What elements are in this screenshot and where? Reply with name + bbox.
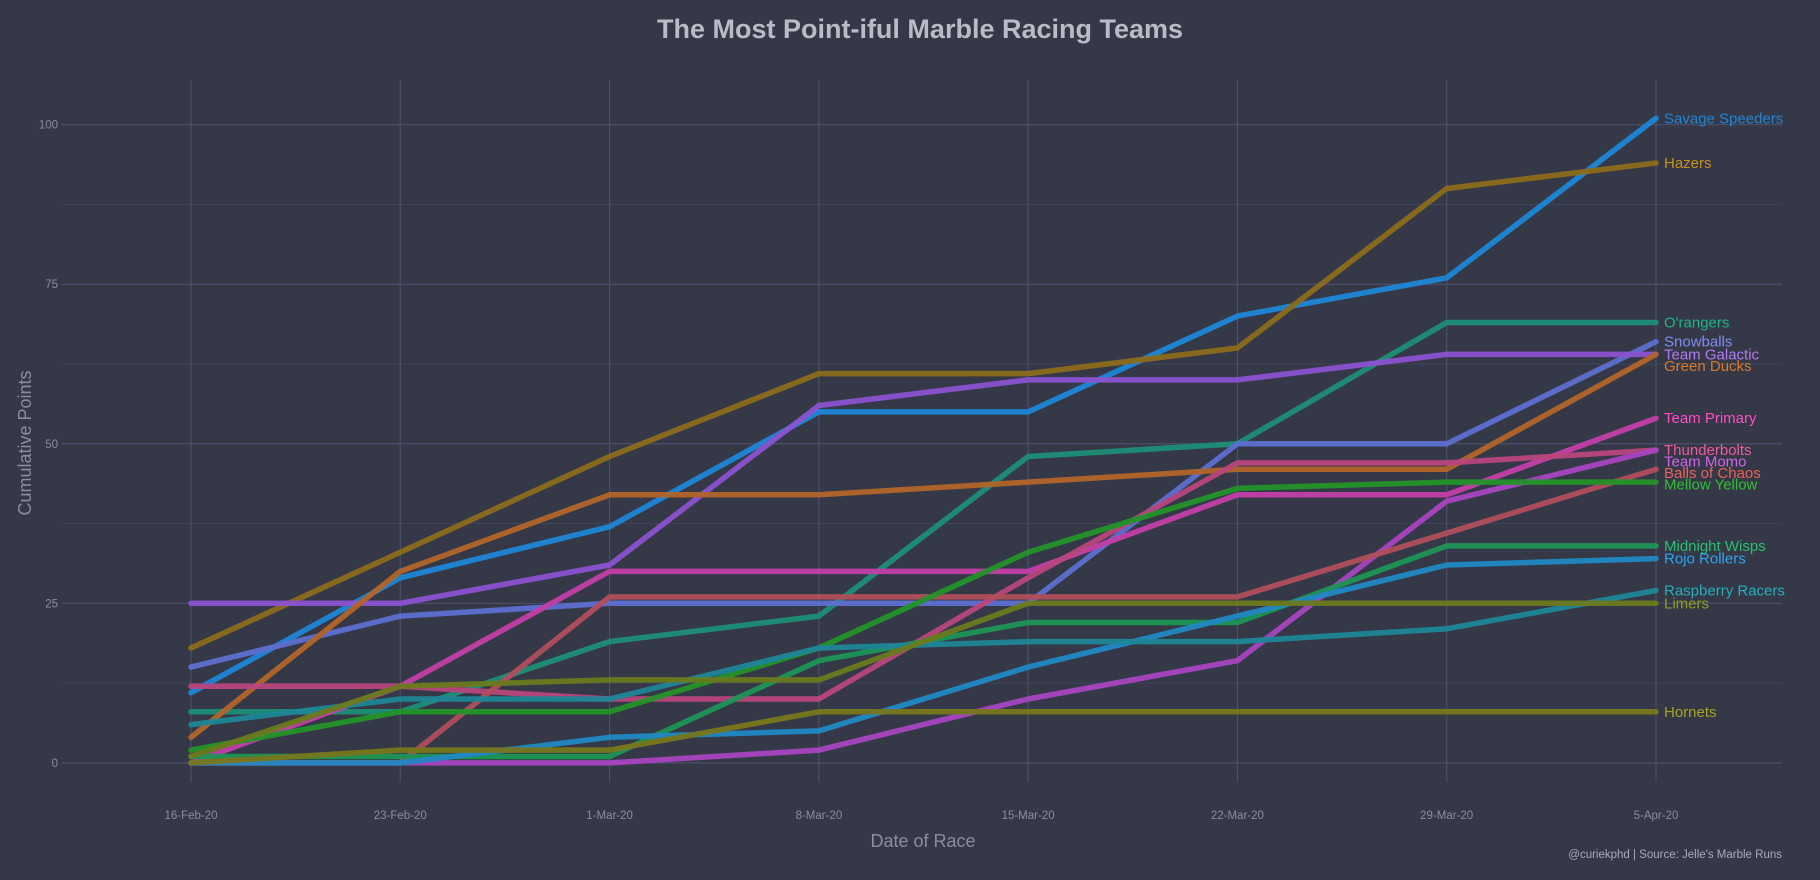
x-axis-label: Date of Race [870, 831, 975, 851]
source-caption: @curiekphd | Source: Jelle's Marble Runs [1568, 849, 1782, 861]
x-tick-label: 23-Feb-20 [374, 810, 427, 822]
x-tick-label: 29-Mar-20 [1420, 810, 1473, 822]
y-tick-labels: 0 25 50 75 100 [39, 120, 58, 770]
series-line-hornets [188, 709, 1659, 766]
series-label-thunderbolts: Thunderbolts [1664, 442, 1752, 459]
series-line-raspberry-racers [188, 587, 1659, 728]
series-labels: Savage SpeedersHazersO'rangersSnowballsT… [1664, 110, 1785, 721]
series-line-balls-of-chaos [188, 466, 1659, 766]
x-tick-label: 5-Apr-20 [1634, 810, 1679, 822]
y-tick-label: 75 [45, 279, 58, 291]
chart-title: The Most Point-iful Marble Racing Teams [657, 14, 1183, 44]
series-label-hazers: Hazers [1664, 155, 1712, 172]
series-label-limers: Limers [1664, 595, 1709, 612]
x-tick-labels: 16-Feb-20 23-Feb-20 1-Mar-20 8-Mar-20 15-Mar… [164, 810, 1678, 822]
x-tick-label: 16-Feb-20 [164, 810, 217, 822]
series-label-team-primary: Team Primary [1664, 410, 1757, 427]
y-axis-label: Cumulative Points [15, 370, 35, 515]
x-tick-label: 1-Mar-20 [586, 810, 633, 822]
series-label-snowballs: Snowballs [1664, 334, 1732, 351]
series-line-team-primary [188, 415, 1659, 766]
series-line-savage-speeders [188, 115, 1659, 696]
y-tick-label: 50 [45, 439, 58, 451]
series-label-raspberry-racers: Raspberry Racers [1664, 583, 1785, 600]
x-tick-label: 22-Mar-20 [1211, 810, 1264, 822]
series-line-mellow-yellow [188, 479, 1659, 753]
series-label-team-momo: Team Momo [1664, 454, 1747, 471]
series-label-o-rangers: O'rangers [1664, 315, 1729, 332]
series-label-rojo-rollers: Rojo Rollers [1664, 551, 1746, 568]
series-label-green-ducks: Green Ducks [1664, 358, 1752, 375]
y-tick-label: 25 [45, 598, 58, 610]
series-line-rojo-rollers [188, 555, 1659, 766]
series-line-limers [188, 600, 1659, 760]
series-line-snowballs [188, 338, 1659, 670]
series-lines [188, 115, 1659, 766]
grid [62, 80, 1782, 782]
series-label-balls-of-chaos: Balls of Chaos [1664, 465, 1761, 482]
series-label-team-galactic: Team Galactic [1664, 346, 1760, 363]
series-label-midnight-wisps: Midnight Wisps [1664, 538, 1766, 555]
y-tick-label: 0 [52, 758, 58, 770]
series-line-green-ducks [188, 351, 1659, 741]
series-line-thunderbolts [188, 447, 1659, 702]
series-line-o-rangers [188, 319, 1659, 715]
series-label-hornets: Hornets [1664, 704, 1717, 721]
series-line-hazers [188, 160, 1659, 651]
y-tick-label: 100 [39, 120, 58, 132]
series-line-team-momo [188, 447, 1659, 766]
x-tick-label: 15-Mar-20 [1002, 810, 1055, 822]
series-label-savage-speeders: Savage Speeders [1664, 110, 1783, 127]
series-line-team-galactic [188, 351, 1659, 607]
x-tick-label: 8-Mar-20 [796, 810, 843, 822]
series-label-mellow-yellow: Mellow Yellow [1664, 477, 1758, 494]
